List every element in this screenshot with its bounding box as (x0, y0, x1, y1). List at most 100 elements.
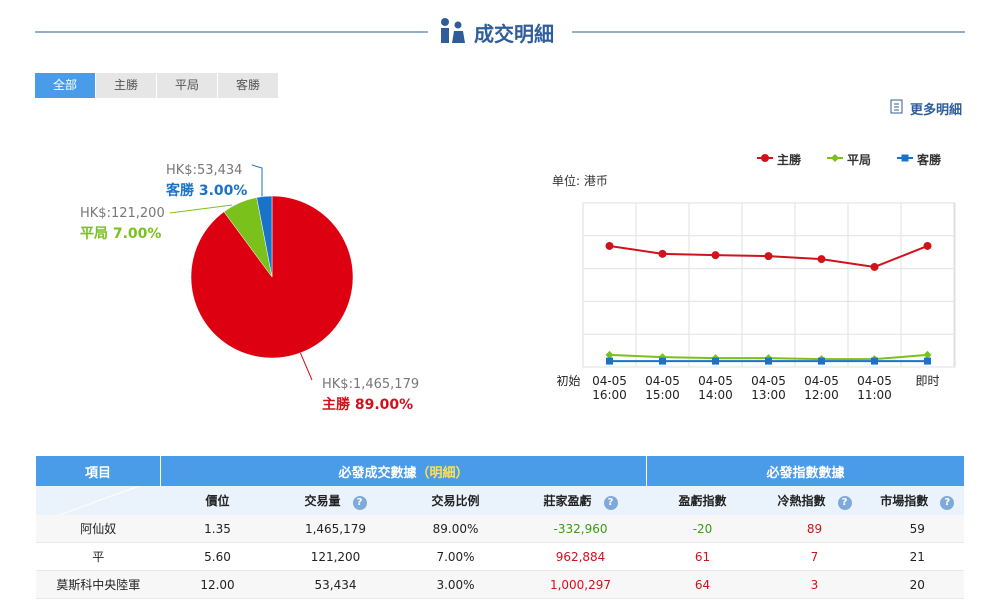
cell: 64 (646, 570, 759, 599)
point (923, 241, 932, 250)
pie-label: 客勝 3.00% (166, 180, 247, 200)
cell: 5.60 (160, 542, 275, 571)
column-header: 交易量? (274, 486, 397, 515)
x-tick-label: 04-05 13:00 (751, 374, 786, 402)
more-link[interactable]: 更多明細 (910, 103, 963, 118)
cell: -20 (646, 515, 759, 543)
column-header: 市場指數? (870, 486, 964, 515)
cell: 53,434 (274, 570, 397, 599)
leader-line (169, 204, 233, 214)
group-header: 必發指數數據 (646, 456, 964, 486)
cell: 7 (758, 542, 871, 571)
leader-line (251, 164, 263, 197)
pie-category: 客勝 (166, 183, 194, 199)
x-tick-label: 04-05 15:00 (645, 374, 680, 402)
point (923, 350, 932, 359)
header-icon (441, 18, 465, 43)
cell: 61 (646, 542, 759, 571)
column-header-text: 交易量 (304, 493, 341, 508)
help-icon[interactable]: ? (352, 495, 367, 510)
x-tick-label: 04-05 11:00 (857, 374, 892, 402)
help-icon[interactable]: ? (837, 495, 852, 510)
point (924, 357, 931, 365)
point (871, 357, 878, 365)
page-title: 成交明細 (474, 22, 554, 46)
group-header: 項目 (36, 456, 161, 486)
pie-amount: HK$:53,434 (166, 163, 243, 178)
cell: 89.00% (396, 515, 515, 543)
legend-marker (831, 154, 839, 162)
cell: 1,000,297 (514, 570, 647, 599)
point (605, 350, 614, 359)
column-header: 盈虧指數 (646, 486, 759, 515)
column-header-text: 冷熱指數 (777, 493, 826, 508)
pie-category: 平局 (80, 226, 108, 242)
cell: 3.00% (396, 570, 515, 599)
x-tick-label: 04-05 12:00 (804, 374, 839, 402)
column-header: 價位 (160, 486, 275, 515)
cell: 59 (870, 515, 964, 543)
cell: 1,465,179 (274, 515, 397, 543)
point (605, 241, 614, 250)
help-icon[interactable]: ? (603, 495, 618, 510)
cell: 89 (758, 515, 871, 543)
data-table: 項目 必發成交數據（明細） 必發指數數據 價位 交易量? 交易比例 莊家盈虧? … (36, 456, 964, 599)
pie-category: 主勝 (322, 397, 350, 413)
help-icon[interactable]: ? (940, 495, 955, 510)
x-tick-label: 04-05 16:00 (592, 374, 627, 402)
point (711, 251, 720, 260)
cell: 962,884 (514, 542, 647, 571)
point (870, 262, 879, 271)
tab[interactable]: 平局 (157, 73, 217, 98)
group-header-link[interactable]: （明細） (416, 465, 469, 481)
legend-marker (901, 154, 909, 162)
cell: 1.35 (160, 515, 275, 543)
cell: 12.00 (160, 570, 275, 599)
cell: 阿仙奴 (36, 515, 161, 543)
cell: 20 (870, 570, 964, 599)
tab[interactable]: 全部 (35, 73, 95, 98)
legend-label: 主勝 (777, 153, 802, 167)
cell: 平 (36, 542, 161, 571)
cell: 莫斯科中央陸軍 (36, 570, 161, 599)
column-header-text: 莊家盈虧 (543, 493, 592, 508)
pie-slice (256, 195, 273, 278)
leader-line (299, 351, 313, 381)
cell: -332,960 (514, 515, 647, 543)
pie-value: 3.00% (198, 183, 248, 199)
corner-cell (36, 486, 161, 515)
pie-value: 7.00% (112, 226, 162, 242)
pie-amount: HK$:121,200 (80, 206, 165, 221)
x-tick-label: 即时 (915, 374, 940, 388)
tab[interactable]: 主勝 (96, 73, 156, 98)
cell: 21 (870, 542, 964, 571)
point (764, 252, 773, 261)
pie-amount: HK$:1,465,179 (322, 377, 420, 392)
cell: 3 (758, 570, 871, 599)
tab[interactable]: 客勝 (218, 73, 278, 98)
point (659, 357, 666, 365)
point (606, 357, 613, 365)
column-header: 冷熱指數? (758, 486, 871, 515)
pie-label: 主勝 89.00% (322, 394, 413, 414)
more-icon (890, 99, 903, 114)
group-header-text: 必發成交數據 (338, 465, 417, 481)
legend-label: 客勝 (917, 153, 942, 167)
column-header: 交易比例 (396, 486, 515, 515)
cell: 121,200 (274, 542, 397, 571)
plot-frame (582, 202, 956, 368)
point (712, 357, 719, 365)
cell: 7.00% (396, 542, 515, 571)
point (765, 357, 772, 365)
legend-marker (761, 154, 769, 162)
group-header: 必發成交數據（明細） (160, 456, 647, 486)
point (818, 357, 825, 365)
x-tick-label: 初始 (556, 374, 581, 388)
pie-label: 平局 7.00% (80, 223, 161, 243)
column-header: 莊家盈虧? (514, 486, 647, 515)
pie-value: 89.00% (354, 397, 414, 413)
x-tick-label: 04-05 14:00 (698, 374, 733, 402)
point (658, 249, 667, 258)
